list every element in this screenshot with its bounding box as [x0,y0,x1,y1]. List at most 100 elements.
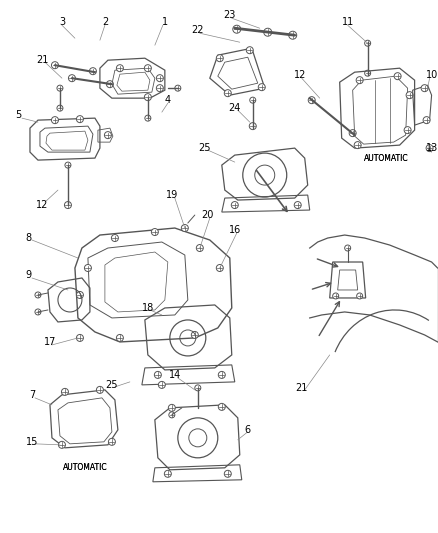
Circle shape [168,405,175,411]
Text: 25: 25 [106,380,118,390]
Text: 20: 20 [201,210,214,220]
Circle shape [57,105,63,111]
Text: 3: 3 [59,17,65,27]
Circle shape [250,97,256,103]
Circle shape [356,77,363,84]
Circle shape [145,94,152,101]
Text: 18: 18 [142,303,154,313]
Circle shape [216,264,223,271]
Circle shape [191,332,198,338]
Circle shape [96,386,103,393]
Circle shape [108,438,115,446]
Circle shape [68,75,75,82]
Circle shape [106,80,113,87]
Circle shape [35,292,41,298]
Circle shape [159,382,166,389]
Circle shape [35,309,41,315]
Circle shape [111,235,118,241]
Circle shape [164,470,171,478]
Circle shape [423,117,430,124]
Text: 21: 21 [36,55,48,65]
Text: 12: 12 [36,200,48,210]
Circle shape [117,64,124,71]
Circle shape [365,40,371,46]
Circle shape [333,293,339,299]
Text: 7: 7 [29,390,35,400]
Circle shape [156,75,163,82]
Circle shape [404,127,411,134]
Circle shape [264,28,272,36]
Circle shape [64,201,71,208]
Circle shape [349,130,356,136]
Text: 21: 21 [296,383,308,393]
Circle shape [76,292,83,298]
Circle shape [57,85,63,91]
Circle shape [218,403,225,410]
Circle shape [246,47,253,54]
Circle shape [85,264,92,271]
Circle shape [218,372,225,378]
Circle shape [145,64,152,71]
Circle shape [308,96,315,103]
Text: 22: 22 [191,25,204,35]
Text: 9: 9 [25,270,31,280]
Circle shape [394,72,401,79]
Circle shape [58,441,65,448]
Circle shape [406,92,413,99]
Text: 6: 6 [245,425,251,435]
Circle shape [231,201,238,208]
Circle shape [156,85,163,92]
Text: 5: 5 [15,110,21,120]
Circle shape [154,372,161,378]
Text: AUTOMATIC: AUTOMATIC [364,154,409,163]
Circle shape [117,334,124,342]
Text: AUTOMATIC: AUTOMATIC [364,154,409,163]
Text: 23: 23 [223,10,236,20]
Circle shape [354,142,361,149]
Text: AUTOMATIC: AUTOMATIC [63,463,107,472]
Circle shape [345,245,351,251]
Circle shape [426,144,433,151]
Circle shape [76,116,83,123]
Text: 4: 4 [165,95,171,105]
Circle shape [76,334,83,342]
Circle shape [61,389,68,395]
Circle shape [175,85,181,91]
Text: 11: 11 [342,17,354,27]
Text: 24: 24 [229,103,241,113]
Text: 10: 10 [425,70,438,80]
Circle shape [233,25,241,33]
Text: 12: 12 [293,70,306,80]
Circle shape [289,31,297,39]
Text: 25: 25 [198,143,211,153]
Circle shape [224,470,231,478]
Circle shape [258,84,265,91]
Circle shape [195,385,201,391]
Text: 17: 17 [44,337,56,347]
Circle shape [65,162,71,168]
Circle shape [145,115,151,121]
Circle shape [365,70,371,76]
Text: 1: 1 [162,17,168,27]
Text: 2: 2 [102,17,108,27]
Circle shape [89,68,96,75]
Circle shape [196,245,203,252]
Circle shape [51,62,58,69]
Circle shape [294,201,301,208]
Circle shape [104,132,111,139]
Text: 16: 16 [229,225,241,235]
Circle shape [224,90,231,96]
Text: 19: 19 [166,190,178,200]
Circle shape [169,412,175,418]
Circle shape [181,224,188,231]
Text: 13: 13 [425,143,438,153]
Text: 15: 15 [26,437,38,447]
Circle shape [152,229,159,236]
Circle shape [357,293,363,299]
Circle shape [249,123,256,130]
Text: AUTOMATIC: AUTOMATIC [63,463,107,472]
Circle shape [421,85,428,92]
Circle shape [51,117,58,124]
Circle shape [216,55,223,62]
Text: 8: 8 [25,233,31,243]
